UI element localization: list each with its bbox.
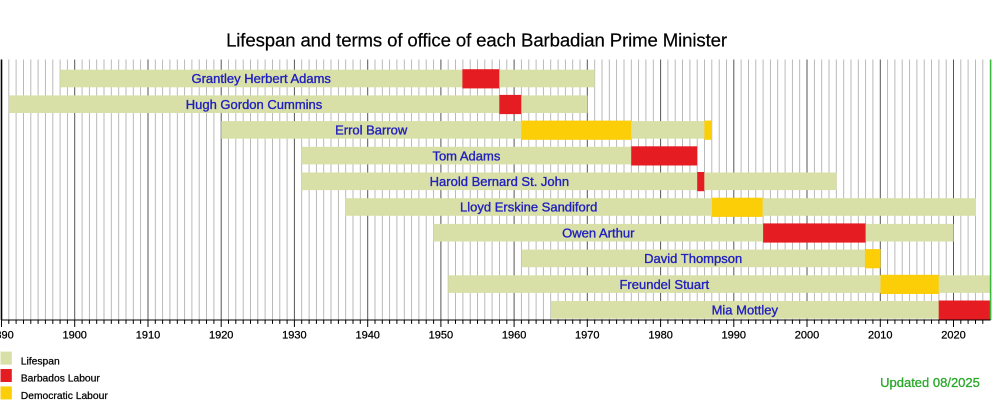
svg-text:1890: 1890 <box>0 330 14 342</box>
svg-text:Democratic Labour: Democratic Labour <box>21 391 109 400</box>
svg-text:1960: 1960 <box>502 330 526 342</box>
svg-text:1900: 1900 <box>62 330 86 342</box>
svg-text:Hugh Gordon Cummins: Hugh Gordon Cummins <box>186 97 323 112</box>
svg-text:2020: 2020 <box>941 330 965 342</box>
svg-text:1920: 1920 <box>209 330 233 342</box>
svg-text:David Thompson: David Thompson <box>644 251 742 266</box>
svg-text:Owen Arthur: Owen Arthur <box>562 225 635 240</box>
svg-text:1940: 1940 <box>355 330 379 342</box>
svg-text:1930: 1930 <box>282 330 306 342</box>
svg-text:Freundel Stuart: Freundel Stuart <box>619 277 709 292</box>
svg-text:Lifespan and terms of office o: Lifespan and terms of office of each Bar… <box>226 29 727 50</box>
svg-text:Grantley Herbert Adams: Grantley Herbert Adams <box>191 71 331 86</box>
svg-text:1980: 1980 <box>648 330 672 342</box>
svg-text:Lifespan: Lifespan <box>21 356 60 367</box>
svg-text:Mia Mottley: Mia Mottley <box>712 303 779 318</box>
svg-text:2010: 2010 <box>868 330 892 342</box>
svg-text:Lloyd Erskine Sandiford: Lloyd Erskine Sandiford <box>460 200 597 215</box>
svg-text:Errol Barrow: Errol Barrow <box>335 123 408 138</box>
svg-text:1910: 1910 <box>136 330 160 342</box>
svg-text:1970: 1970 <box>575 330 599 342</box>
svg-text:1990: 1990 <box>722 330 746 342</box>
svg-text:Harold Bernard St. John: Harold Bernard St. John <box>430 174 569 189</box>
svg-text:2000: 2000 <box>795 330 819 342</box>
svg-text:Tom Adams: Tom Adams <box>432 148 500 163</box>
svg-text:1950: 1950 <box>429 330 453 342</box>
svg-text:Barbados Labour: Barbados Labour <box>21 374 101 385</box>
svg-text:Updated 08/2025: Updated 08/2025 <box>880 375 980 390</box>
